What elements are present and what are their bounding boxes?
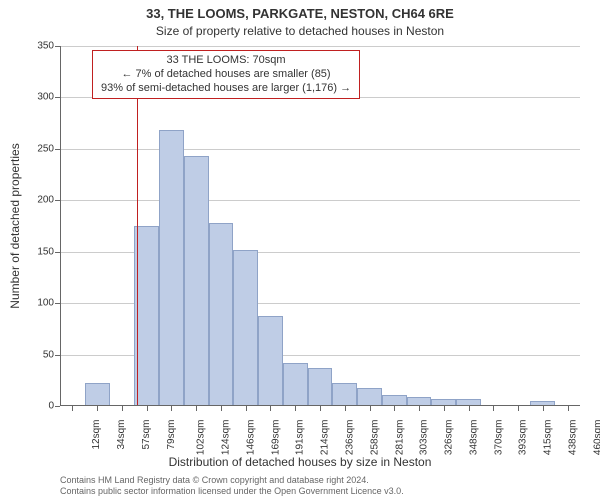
x-tick-label: 415sqm (543, 420, 554, 456)
y-tick-mark (55, 355, 60, 356)
x-tick-label: 102sqm (196, 420, 207, 456)
x-tick-mark (568, 406, 569, 411)
x-tick-label: 169sqm (270, 420, 281, 456)
x-tick-mark (147, 406, 148, 411)
y-tick-label: 50 (14, 349, 54, 360)
x-tick-mark (196, 406, 197, 411)
x-tick-mark (270, 406, 271, 411)
y-tick-mark (55, 303, 60, 304)
x-tick-mark (444, 406, 445, 411)
x-tick-mark (419, 406, 420, 411)
plot-area (60, 46, 580, 406)
x-tick-mark (543, 406, 544, 411)
x-tick-label: 34sqm (116, 420, 127, 450)
x-tick-mark (122, 406, 123, 411)
x-axis-title: Distribution of detached houses by size … (0, 455, 600, 469)
x-tick-mark (493, 406, 494, 411)
histogram-bar (159, 130, 184, 406)
x-tick-label: 79sqm (166, 420, 177, 450)
x-tick-mark (320, 406, 321, 411)
x-tick-label: 191sqm (295, 420, 306, 456)
annotation-line-1: 33 THE LOOMS: 70sqm (101, 54, 351, 68)
histogram-bar (233, 250, 258, 406)
footer: Contains HM Land Registry data © Crown c… (60, 475, 404, 496)
x-tick-mark (221, 406, 222, 411)
x-tick-label: 326sqm (444, 420, 455, 456)
histogram-bar (85, 383, 110, 406)
x-tick-label: 393sqm (518, 420, 529, 456)
annotation-line-2: ← 7% of detached houses are smaller (85) (101, 68, 351, 82)
x-tick-label: 258sqm (369, 420, 380, 456)
x-tick-label: 438sqm (567, 420, 578, 456)
chart-title: 33, THE LOOMS, PARKGATE, NESTON, CH64 6R… (0, 6, 600, 21)
histogram-bar (332, 383, 357, 406)
histogram-bar (184, 156, 209, 406)
histogram-bar (258, 316, 283, 407)
x-tick-mark (469, 406, 470, 411)
y-tick-label: 0 (14, 401, 54, 412)
x-tick-mark (345, 406, 346, 411)
annotation-line-3: 93% of semi-detached houses are larger (… (101, 82, 351, 96)
x-tick-mark (72, 406, 73, 411)
histogram-bar (209, 223, 234, 406)
y-axis-line (60, 46, 61, 406)
x-tick-label: 348sqm (468, 420, 479, 456)
histogram-bar (308, 368, 333, 406)
x-tick-mark (394, 406, 395, 411)
x-tick-mark (370, 406, 371, 411)
y-tick-mark (55, 200, 60, 201)
annotation-box: 33 THE LOOMS: 70sqm ← 7% of detached hou… (92, 50, 360, 99)
x-tick-label: 460sqm (592, 420, 600, 456)
y-tick-mark (55, 252, 60, 253)
y-tick-mark (55, 97, 60, 98)
y-tick-mark (55, 406, 60, 407)
histogram-bar (357, 388, 382, 407)
chart-subtitle: Size of property relative to detached ho… (0, 24, 600, 38)
x-tick-mark (97, 406, 98, 411)
x-tick-label: 281sqm (394, 420, 405, 456)
x-tick-mark (295, 406, 296, 411)
chart-container: 33, THE LOOMS, PARKGATE, NESTON, CH64 6R… (0, 0, 600, 500)
footer-line-1: Contains HM Land Registry data © Crown c… (60, 475, 404, 485)
x-tick-mark (171, 406, 172, 411)
y-tick-label: 350 (14, 41, 54, 52)
y-tick-mark (55, 149, 60, 150)
y-tick-label: 300 (14, 92, 54, 103)
footer-line-2: Contains public sector information licen… (60, 486, 404, 496)
x-tick-label: 146sqm (246, 420, 257, 456)
x-tick-label: 370sqm (493, 420, 504, 456)
x-tick-mark (518, 406, 519, 411)
x-tick-label: 124sqm (221, 420, 232, 456)
x-tick-label: 236sqm (345, 420, 356, 456)
x-tick-mark (246, 406, 247, 411)
x-tick-label: 214sqm (320, 420, 331, 456)
x-tick-label: 57sqm (141, 420, 152, 450)
x-tick-label: 12sqm (91, 420, 102, 450)
property-size-marker (137, 46, 139, 406)
histogram-bar (283, 363, 308, 406)
x-tick-label: 303sqm (419, 420, 430, 456)
y-tick-mark (55, 46, 60, 47)
y-axis-title: Number of detached properties (8, 143, 22, 308)
